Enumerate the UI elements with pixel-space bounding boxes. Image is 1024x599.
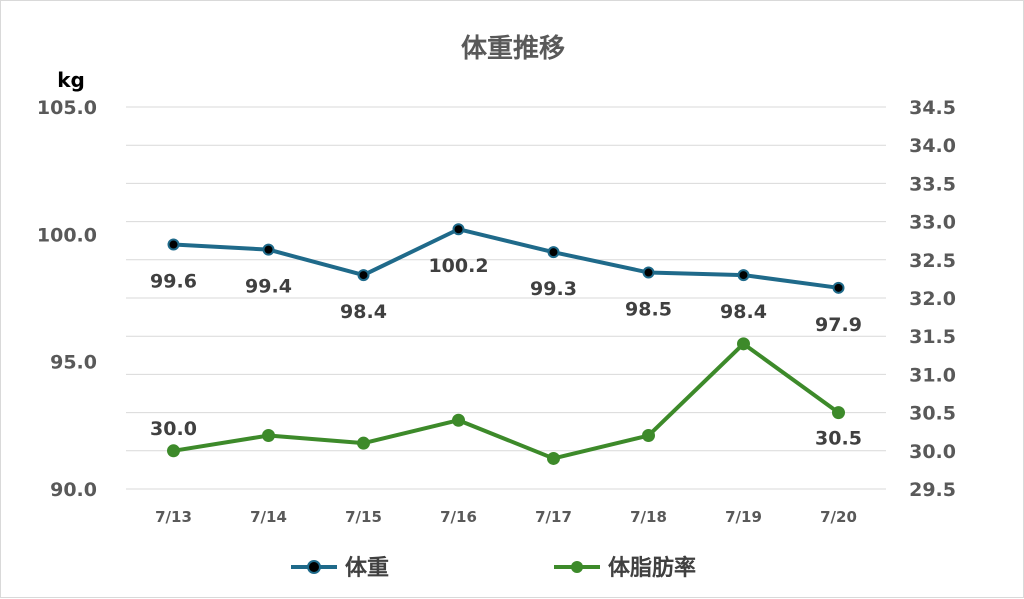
right-axis-ticks: 29.5 30.0 30.5 31.0 31.5 32.0 32.5 33.0 33.5 34.0… [909,97,956,501]
legend-bodyfat-label: 体脂肪率 [608,555,696,581]
series-layer: 99.6 99.4 98.4 100.2 99.3 98.5 98.4 97.9 30.0 30.… [150,223,862,465]
x-tick-label: 7/15 [345,508,382,526]
weight-point [452,223,465,236]
weight-point [547,246,560,259]
weight-data-label: 97.9 [815,314,862,336]
bodyfat-series-line [173,341,840,461]
chart-title: 体重推移 [461,34,565,64]
right-tick-label: 30.0 [909,441,956,463]
weight-data-label: 100.2 [428,255,488,277]
legend-bodyfat-marker [571,561,583,573]
weight-data-label: 98.4 [340,301,387,323]
bodyfat-point [642,429,655,443]
left-tick-label: 95.0 [50,352,97,374]
bodyfat-data-label: 30.5 [815,428,862,450]
weight-point [737,269,750,282]
left-tick-label: 105.0 [37,97,97,119]
right-tick-label: 32.5 [909,250,956,272]
right-tick-label: 29.5 [909,479,956,501]
weight-data-label: 98.4 [720,301,767,323]
x-tick-label: 7/19 [725,508,762,526]
right-tick-label: 31.0 [909,364,956,386]
left-tick-label: 100.0 [37,224,97,246]
legend-weight-marker [307,560,321,574]
x-tick-label: 7/14 [250,508,287,526]
bodyfat-point [737,337,750,351]
weight-data-label: 98.5 [625,299,672,321]
weight-data-label: 99.6 [150,271,197,293]
bodyfat-point [832,406,845,420]
weight-point [167,238,180,251]
bodyfat-data-label: 30.0 [150,418,197,440]
bodyfat-point [547,451,560,465]
weight-point [262,243,275,256]
left-axis-unit: kg [57,68,85,92]
legend-weight-label: 体重 [345,556,389,581]
bodyfat-point [262,429,275,443]
weight-point [642,266,655,279]
bodyfat-point [452,413,465,427]
x-tick-label: 7/18 [630,508,667,526]
right-tick-label: 33.0 [909,212,956,234]
bodyfat-point [357,436,370,450]
weight-data-label: 99.4 [245,276,292,298]
right-tick-label: 34.0 [909,135,956,157]
weight-data-label: 99.3 [530,278,577,300]
right-tick-label: 32.0 [909,288,956,310]
legend: 体重 体脂肪率 [291,555,696,581]
weight-point [832,281,845,294]
weight-series-line [173,227,839,290]
bodyfat-point [167,444,180,458]
right-tick-label: 31.5 [909,326,956,348]
right-tick-label: 33.5 [909,173,956,195]
left-tick-label: 90.0 [50,479,97,501]
right-tick-label: 30.5 [909,403,956,425]
x-tick-label: 7/16 [440,508,477,526]
x-tick-label: 7/20 [820,508,857,526]
right-tick-label: 34.5 [909,97,956,119]
x-tick-label: 7/13 [155,508,192,526]
gridlines [126,106,886,490]
left-axis-ticks: 90.0 95.0 100.0 105.0 [37,97,97,501]
x-tick-label: 7/17 [535,508,572,526]
x-axis-ticks: 7/13 7/14 7/15 7/16 7/17 7/18 7/19 7/20 [155,508,857,526]
weight-point [357,269,370,282]
